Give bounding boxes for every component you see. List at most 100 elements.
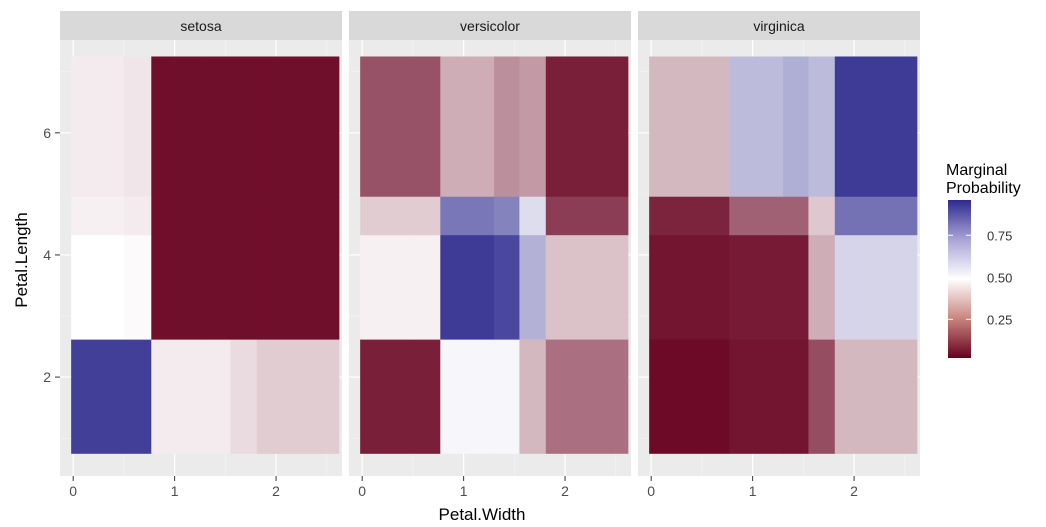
heatmap-cell — [151, 339, 206, 454]
heatmap-cell — [412, 339, 441, 454]
heatmap-cell — [783, 339, 809, 454]
heatmap-cell — [494, 234, 520, 340]
heatmap-cell — [783, 196, 809, 236]
heatmap-cell — [230, 234, 258, 340]
heatmap-cell — [808, 196, 836, 236]
legend-title-line-2: Probability — [946, 180, 1021, 197]
heatmap-cell — [205, 196, 231, 236]
heatmap-cell — [360, 339, 414, 454]
heatmap-cell — [360, 234, 414, 340]
x-tick-label: 1 — [171, 483, 179, 499]
heatmap-cell — [834, 234, 918, 340]
heatmap-cell — [494, 56, 520, 197]
y-tick-label: 6 — [43, 125, 51, 141]
heatmap-cell — [256, 56, 340, 197]
x-axis: 0 1 2 0 1 2 0 1 2 — [69, 476, 858, 499]
heatmap-cell — [71, 234, 125, 340]
facet-strip-label: virginica — [753, 18, 805, 34]
x-tick-label: 1 — [460, 483, 468, 499]
legend-tick-label: 0.50 — [987, 270, 1012, 285]
heatmap-cell — [151, 56, 206, 197]
heatmap-cell — [151, 234, 206, 340]
heatmap-cell — [151, 196, 206, 236]
heatmap-cell — [123, 196, 152, 236]
heatmap-cell — [412, 234, 441, 340]
legend-ticks: 0.25 0.50 0.75 — [948, 228, 1012, 327]
heatmap-cell — [649, 339, 703, 454]
heatmap-cell — [519, 196, 547, 236]
legend-colorbar — [948, 200, 971, 358]
heatmap-cell — [834, 196, 918, 236]
heatmap-cell — [783, 234, 809, 340]
heatmap-cell — [256, 196, 340, 236]
heatmap-cell — [205, 56, 231, 197]
heatmap-cell — [440, 56, 495, 197]
panel-versicolor: versicolor — [349, 11, 631, 476]
heatmap-cell — [123, 56, 152, 197]
heatmap-cell — [256, 234, 340, 340]
heatmap-cell — [701, 234, 730, 340]
heatmap-cell — [360, 196, 414, 236]
heatmap-cell — [649, 234, 703, 340]
facet-strip-label: versicolor — [460, 18, 520, 34]
legend-title-line-1: Marginal — [946, 162, 1007, 179]
x-tick-label: 2 — [561, 483, 569, 499]
x-tick-label: 0 — [647, 483, 655, 499]
x-tick-label: 1 — [749, 483, 757, 499]
heatmap-cell — [519, 234, 547, 340]
heatmap-cell — [71, 196, 125, 236]
legend-tick-label: 0.25 — [987, 312, 1012, 327]
facet-strip — [349, 11, 631, 40]
heatmap-cell — [649, 196, 703, 236]
panel-virginica: virginica — [638, 11, 920, 476]
heatmap-cell — [545, 234, 629, 340]
heatmap-cell — [230, 196, 258, 236]
heatmap-cell — [545, 339, 629, 454]
heatmap-cell — [729, 196, 784, 236]
heatmap-cell — [545, 56, 629, 197]
heatmap-cell — [701, 339, 730, 454]
y-axis-title: Petal.Length — [12, 212, 31, 307]
heatmap-cell — [701, 196, 730, 236]
y-tick-label: 4 — [43, 247, 51, 263]
facet-strip-label: setosa — [180, 18, 221, 34]
heatmap-cell — [729, 234, 784, 340]
x-tick-label: 2 — [272, 483, 280, 499]
heatmap-cell — [71, 339, 125, 454]
facet-panels: setosa versicolor virginica — [60, 11, 920, 476]
heatmap-cell — [360, 56, 414, 197]
heatmap-cell — [230, 339, 258, 454]
facet-strip — [638, 11, 920, 40]
heatmap-cell — [808, 56, 836, 197]
heatmap-cell — [440, 234, 495, 340]
heatmap-cell — [545, 196, 629, 236]
heatmap-cell — [123, 339, 152, 454]
heatmap-cell — [440, 339, 495, 454]
x-tick-label: 0 — [69, 483, 77, 499]
heatmap-cell — [783, 56, 809, 197]
heatmap-cell — [808, 339, 836, 454]
panel-setosa: setosa — [60, 11, 342, 476]
legend-tick-label: 0.75 — [987, 228, 1012, 243]
heatmap-cell — [205, 339, 231, 454]
x-tick-label: 0 — [358, 483, 366, 499]
x-axis-title: Petal.Width — [439, 505, 526, 524]
heatmap-cell — [519, 56, 547, 197]
heatmap-cell — [123, 234, 152, 340]
heatmap-cell — [808, 234, 836, 340]
heatmap-cell — [412, 56, 441, 197]
heatmap-cell — [729, 56, 784, 197]
y-axis: 2 4 6 — [43, 125, 60, 385]
x-tick-label: 2 — [850, 483, 858, 499]
heatmap-cell — [71, 56, 125, 197]
facet-strip — [60, 11, 342, 40]
heatmap-cell — [494, 196, 520, 236]
legend: Marginal Probability 0.25 0.50 0.75 — [946, 162, 1021, 358]
heatmap-cell — [729, 339, 784, 454]
heatmap-cell — [519, 339, 547, 454]
heatmap-cell — [412, 196, 441, 236]
heatmap-cell — [701, 56, 730, 197]
heatmap-cell — [834, 56, 918, 197]
heatmap-cell — [256, 339, 340, 454]
